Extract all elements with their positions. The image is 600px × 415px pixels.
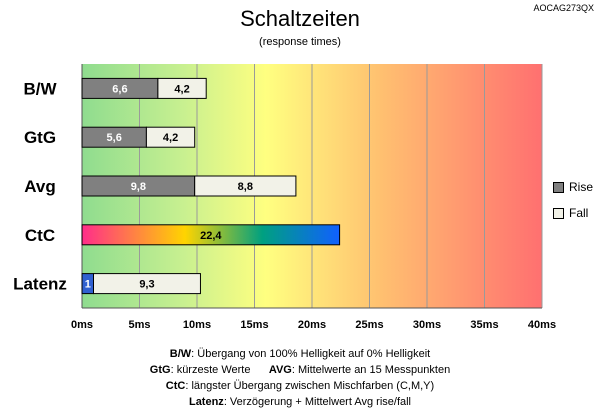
data-label-rise: 1: [85, 279, 91, 291]
note-line-3: CtC: längster Übergang zwischen Mischfar…: [165, 380, 435, 392]
model-code: AOCAG273QX: [533, 3, 594, 13]
bar-fall: [194, 175, 297, 197]
data-label-fall: 8,8: [238, 181, 253, 193]
legend-swatch-rise: [553, 181, 564, 193]
x-tick-label: 40ms: [528, 319, 556, 331]
category-label: GtG: [24, 128, 56, 147]
category-label: CtC: [25, 226, 55, 245]
x-tick-label: 20ms: [298, 319, 326, 331]
category-label: B/W: [23, 79, 57, 98]
data-label-fall: 4,2: [163, 132, 178, 144]
bar-fall: [145, 126, 196, 148]
note-line-1: B/W: Übergang von 100% Helligkeit auf 0%…: [169, 348, 431, 360]
bar-fall: [93, 273, 201, 295]
data-label-ctc: 22,4: [200, 230, 222, 242]
legend-item-fall: Fall: [553, 206, 588, 220]
data-label-rise: 9,8: [131, 181, 146, 193]
x-tick-label: 15ms: [240, 319, 268, 331]
data-label-rise: 5,6: [107, 132, 122, 144]
x-tick-label: 35ms: [470, 319, 498, 331]
bar-chart: 6,6 4,2 5,6 4,2 9,8 8,8 22,4 1 9,3 B/W GtG Avg CtC L…: [13, 64, 556, 331]
bar-fall: [157, 77, 207, 99]
chart-notes: B/W: Übergang von 100% Helligkeit auf 0%…: [0, 346, 600, 410]
x-tick-label: 5ms: [128, 319, 150, 331]
legend-swatch-fall: [553, 207, 564, 219]
x-tick-label: 10ms: [183, 319, 211, 331]
data-label-fall: 9,3: [139, 279, 154, 291]
x-tick-label: 30ms: [413, 319, 441, 331]
note-line-4: Latenz: Verzögerung + Mittelwert Avg ris…: [188, 396, 412, 408]
legend-item-rise: Rise: [553, 180, 593, 194]
category-label: Latenz: [13, 275, 67, 294]
legend-label-fall: Fall: [569, 206, 589, 220]
category-label: Avg: [24, 177, 56, 196]
legend-label-rise: Rise: [569, 180, 594, 194]
chart-subtitle: (response times): [259, 36, 341, 48]
bar-ctc: [81, 224, 341, 246]
note-line-2: GtG: kürzeste Werte AVG: Mittelwerte an …: [149, 364, 451, 376]
x-tick-label: 25ms: [355, 319, 383, 331]
x-tick-label: 0ms: [71, 319, 93, 331]
data-label-fall: 4,2: [174, 83, 189, 95]
chart-title: Schaltzeiten: [240, 6, 360, 31]
data-label-rise: 6,6: [112, 83, 127, 95]
